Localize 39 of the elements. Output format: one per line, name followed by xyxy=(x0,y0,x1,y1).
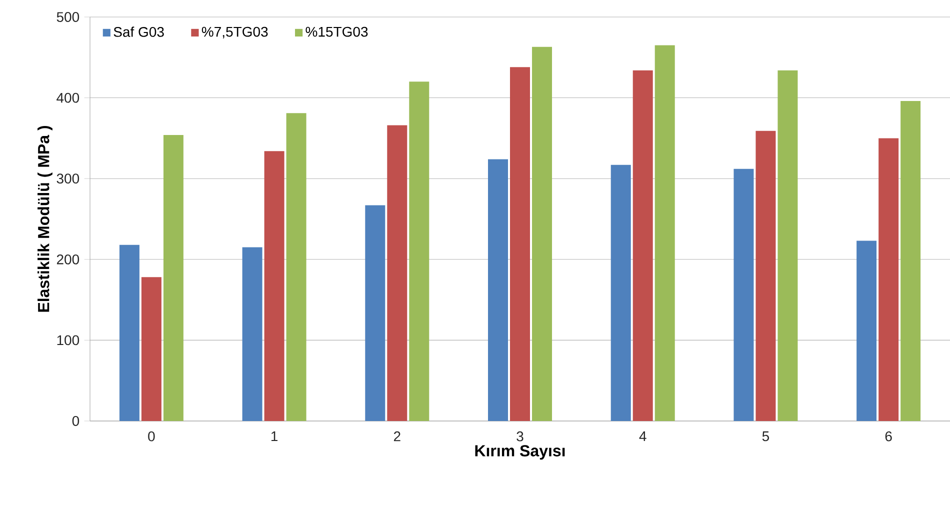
bar xyxy=(141,277,162,421)
legend-label: %15TG03 xyxy=(306,26,368,37)
bar xyxy=(856,240,877,421)
x-tick-label: 6 xyxy=(885,431,892,442)
bar xyxy=(242,247,262,421)
x-tick-label: 2 xyxy=(394,431,400,442)
y-tick-label: 100 xyxy=(57,335,80,346)
bar xyxy=(409,82,430,421)
bar xyxy=(778,70,798,421)
bar xyxy=(632,70,653,421)
x-tick-label: 0 xyxy=(148,431,155,442)
bar xyxy=(610,164,631,421)
bar xyxy=(532,46,552,421)
y-tick-label: 0 xyxy=(72,416,80,426)
bar xyxy=(900,101,921,421)
y-tick-label: 200 xyxy=(56,254,80,264)
legend-label: Saf G03 xyxy=(114,26,164,37)
bar xyxy=(510,67,530,421)
bar xyxy=(734,168,754,421)
bar xyxy=(878,138,899,421)
y-tick-label: 500 xyxy=(56,12,80,22)
x-axis-title: Kırım Sayısı xyxy=(475,445,565,460)
y-axis-title: Elastiklik Modülü ( MPa ) xyxy=(38,126,52,312)
bar xyxy=(264,151,284,421)
x-tick-label: 1 xyxy=(271,431,278,442)
bar xyxy=(488,159,508,421)
bar xyxy=(286,113,306,421)
y-tick-label: 300 xyxy=(56,174,80,184)
bar xyxy=(387,125,408,421)
bar xyxy=(654,45,675,421)
x-tick-label: 5 xyxy=(762,431,770,442)
y-tick-label: 400 xyxy=(56,92,80,103)
bar xyxy=(163,134,184,421)
legend-label: %7,5TG03 xyxy=(202,26,268,38)
bar xyxy=(119,244,140,421)
x-tick-label: 3 xyxy=(516,431,524,442)
bar xyxy=(365,205,386,421)
x-tick-label: 4 xyxy=(639,431,646,442)
bar xyxy=(756,130,776,421)
